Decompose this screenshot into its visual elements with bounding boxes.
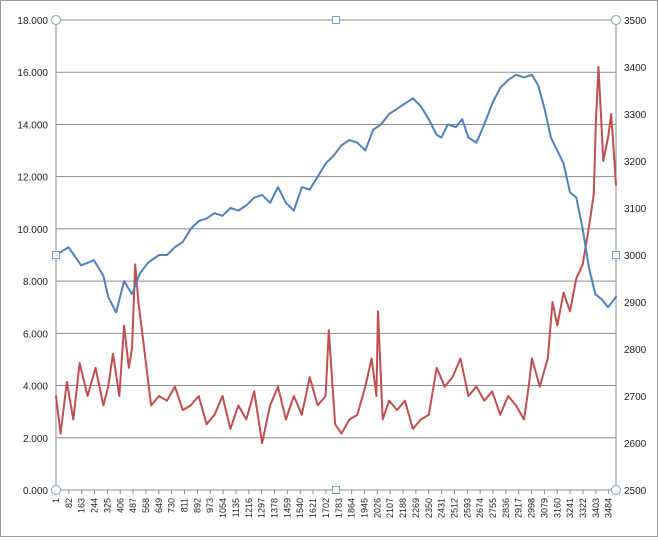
- edge-resize-handle: [332, 16, 340, 24]
- y-left-tick-label: 12.000: [17, 173, 48, 184]
- x-tick-label: 2674: [475, 498, 485, 518]
- x-tick-label: 2836: [501, 498, 511, 518]
- x-tick-label: 1: [51, 498, 61, 503]
- y-right-tick-label: 3300: [624, 110, 647, 121]
- y-left-tick-label: 2.000: [23, 434, 48, 445]
- x-tick-label: 3160: [552, 498, 562, 518]
- x-tick-label: 406: [115, 498, 125, 513]
- x-tick-label: 1459: [282, 498, 292, 518]
- x-tick-label: 2512: [449, 498, 459, 518]
- x-tick-label: 973: [205, 498, 215, 513]
- x-tick-label: 487: [128, 498, 138, 513]
- y-left-tick-label: 14.000: [17, 120, 48, 131]
- x-tick-label: 3322: [578, 498, 588, 518]
- y-left-axis-ticks: 0.000 2.000 4.000 6.000 8.000 10.000 12.000 14.…: [17, 16, 48, 497]
- y-left-tick-label: 10.000: [17, 225, 48, 236]
- x-tick-label: 2593: [462, 498, 472, 518]
- y-right-tick-label: 2700: [624, 392, 647, 403]
- x-tick-label: 1864: [347, 498, 357, 518]
- x-tick-label: 568: [141, 498, 151, 513]
- x-tick-label: 1945: [359, 498, 369, 518]
- y-right-axis-ticks: 2500 2600 2700 2800 2900 3000 3100 3200 3300 3400…: [624, 16, 647, 497]
- x-tick-label: 2026: [372, 498, 382, 518]
- x-tick-label: 1621: [308, 498, 318, 518]
- gridlines: [55, 19, 617, 491]
- x-tick-label: 2269: [411, 498, 421, 518]
- x-tick-label: 2350: [424, 498, 434, 518]
- y-right-tick-label: 2800: [624, 345, 647, 356]
- y-right-tick-label: 2600: [624, 439, 647, 450]
- series-line-left-axis: [55, 73, 617, 314]
- x-tick-label: 3484: [604, 498, 614, 518]
- x-tick-label: 2755: [488, 498, 498, 518]
- x-tick-label: 1378: [270, 498, 280, 518]
- y-right-tick-label: 3500: [624, 16, 647, 27]
- x-tick-label: 163: [77, 498, 87, 513]
- corner-resize-handle: [611, 15, 621, 25]
- y-right-tick-label: 3000: [624, 251, 647, 262]
- selection-handles: [51, 15, 621, 495]
- x-tick-label: 1297: [257, 498, 267, 518]
- edge-resize-handle: [52, 251, 60, 259]
- x-tick-label: 892: [192, 498, 202, 513]
- y-right-tick-label: 2500: [624, 486, 647, 497]
- y-left-tick-label: 6.000: [23, 329, 48, 340]
- y-right-tick-label: 3400: [624, 63, 647, 74]
- y-right-tick-label: 3200: [624, 157, 647, 168]
- plot-series: [55, 66, 617, 444]
- x-tick-label: 3241: [565, 498, 575, 518]
- x-tick-label: 730: [167, 498, 177, 513]
- x-tick-label: 1216: [244, 498, 254, 518]
- x-tick-label: 1540: [295, 498, 305, 518]
- y-left-tick-label: 8.000: [23, 277, 48, 288]
- x-tick-label: 1783: [334, 498, 344, 518]
- x-tick-label: 2998: [527, 498, 537, 518]
- x-tick-label: 3403: [591, 498, 601, 518]
- edge-resize-handle: [332, 486, 340, 494]
- y-left-tick-label: 18.000: [17, 16, 48, 27]
- y-right-tick-label: 3100: [624, 204, 647, 215]
- x-tick-label: 3079: [539, 498, 549, 518]
- x-tick-label: 1702: [321, 498, 331, 518]
- y-left-tick-label: 0.000: [23, 486, 48, 497]
- x-tick-label: 2188: [398, 498, 408, 518]
- x-tick-label: 325: [102, 498, 112, 513]
- x-tick-label: 244: [90, 498, 100, 513]
- x-axis-ticks: 1 82 163 244 325 406 487 568 649 730 811 892 973 1054…: [51, 490, 614, 518]
- corner-resize-handle: [611, 485, 621, 495]
- x-tick-label: 2917: [514, 498, 524, 518]
- edge-resize-handle: [612, 251, 620, 259]
- corner-resize-handle: [51, 15, 61, 25]
- y-left-tick-label: 16.000: [17, 68, 48, 79]
- series-line-right-axis: [55, 66, 617, 444]
- corner-resize-handle: [51, 485, 61, 495]
- x-tick-label: 1054: [218, 498, 228, 518]
- x-tick-label: 649: [154, 498, 164, 513]
- x-tick-label: 811: [180, 498, 190, 512]
- x-tick-label: 2431: [437, 498, 447, 518]
- x-tick-label: 2107: [385, 498, 395, 518]
- x-tick-label: 82: [64, 498, 74, 508]
- y-right-tick-label: 2900: [624, 298, 647, 309]
- y-left-tick-label: 4.000: [23, 382, 48, 393]
- x-tick-label: 1135: [231, 498, 241, 517]
